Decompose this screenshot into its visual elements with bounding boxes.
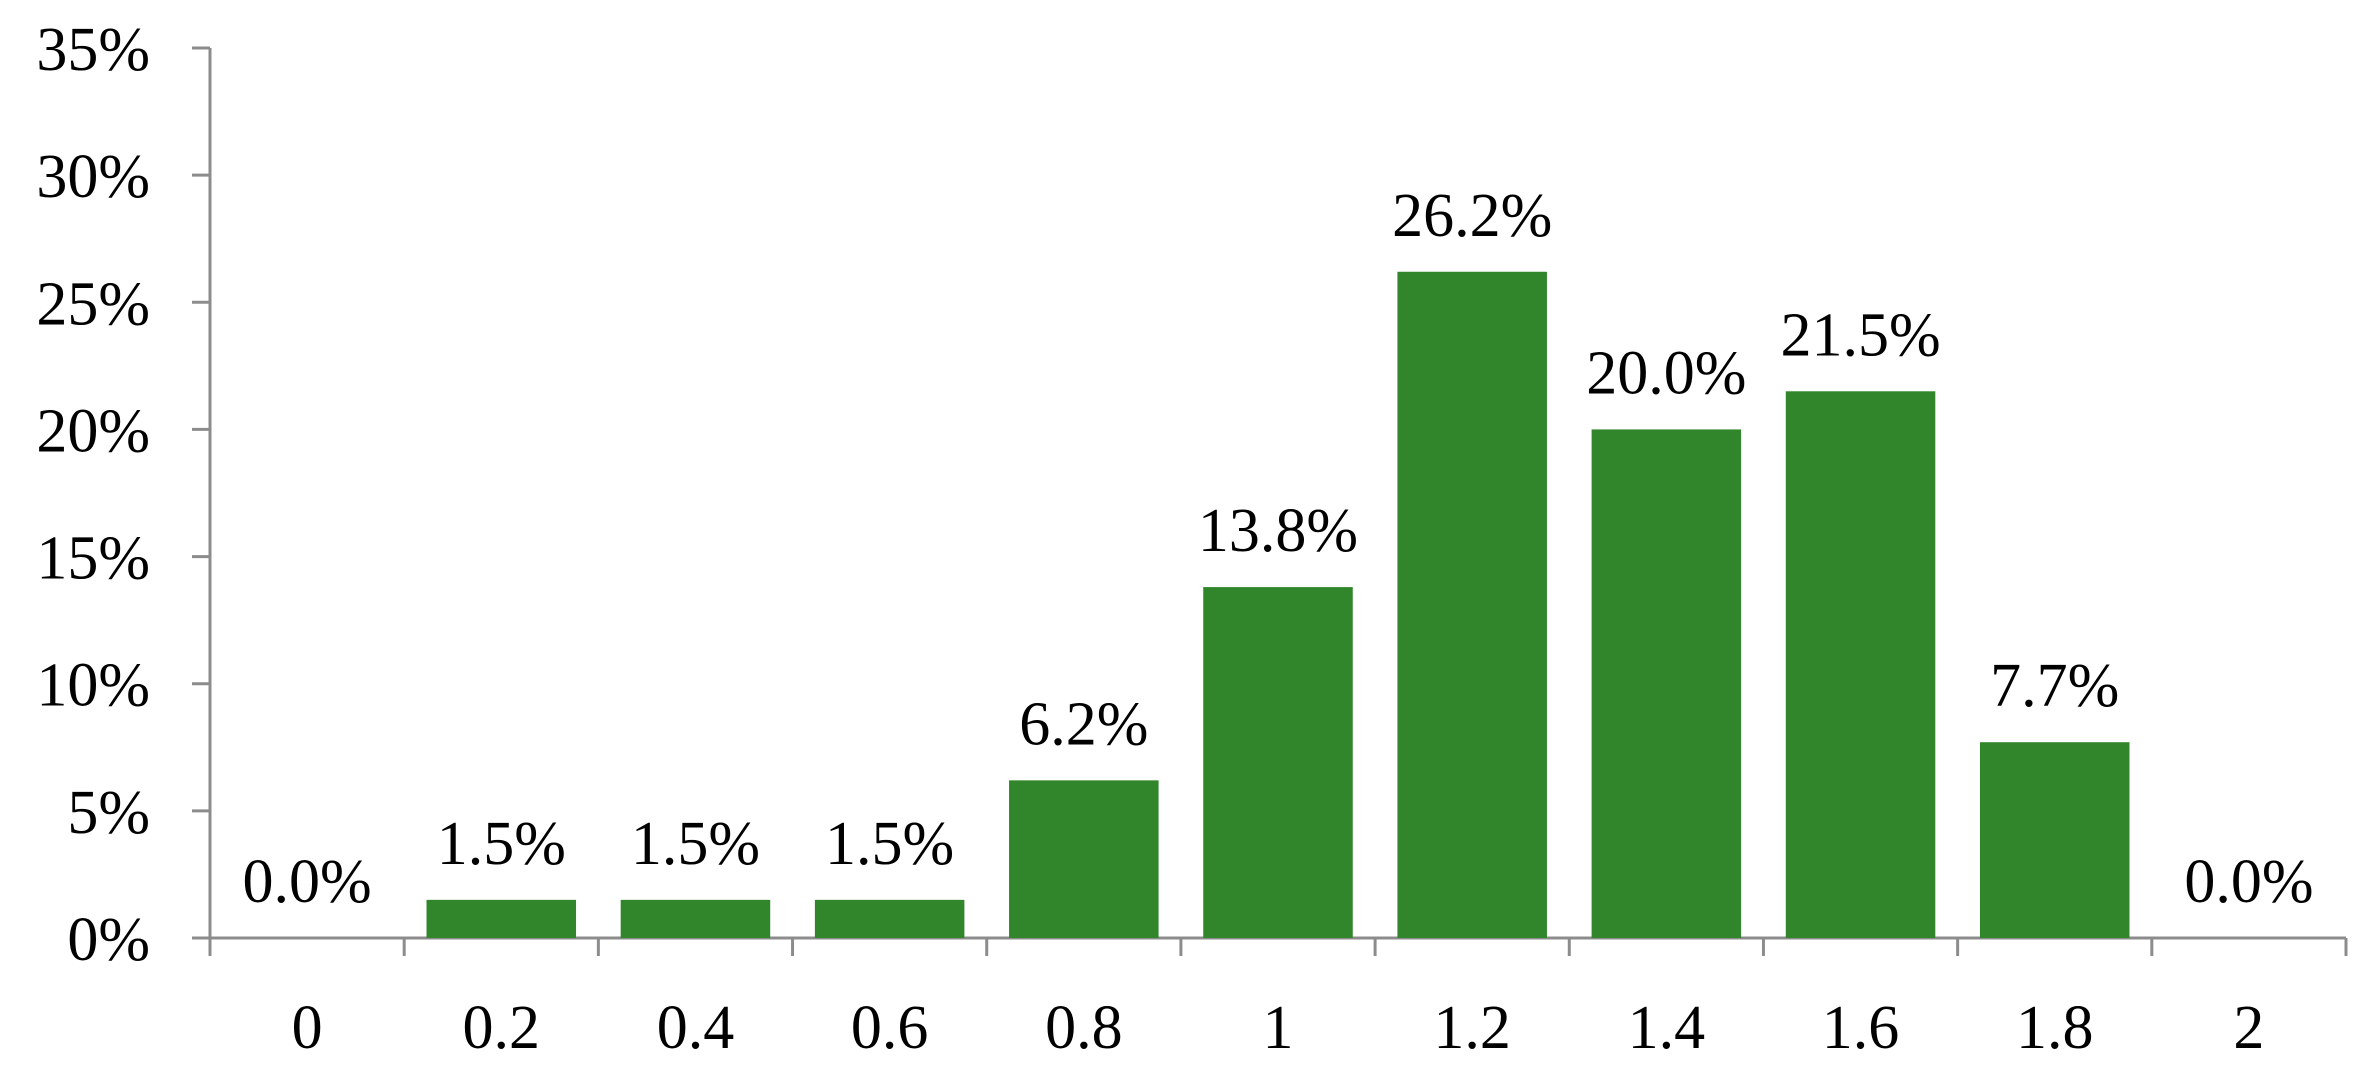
x-tick-label: 0.6	[851, 994, 929, 1062]
bar	[1009, 780, 1159, 938]
x-tick-label: 0.2	[463, 994, 541, 1062]
x-tick-label: 1.8	[2016, 994, 2094, 1062]
data-label: 1.5%	[437, 810, 566, 878]
y-tick-label: 0%	[67, 906, 150, 974]
data-label: 7.7%	[1990, 652, 2119, 720]
data-label: 13.8%	[1198, 497, 1358, 565]
x-tick-label: 1.6	[1822, 994, 1900, 1062]
data-label: 6.2%	[1019, 690, 1148, 758]
y-tick-label: 5%	[67, 779, 150, 847]
bar	[1979, 742, 2130, 938]
data-label: 1.5%	[631, 810, 760, 878]
y-tick-label: 25%	[36, 270, 150, 338]
x-tick-label: 1	[1263, 994, 1294, 1062]
x-tick-label: 0.8	[1045, 994, 1123, 1062]
x-tick-label: 1.2	[1433, 994, 1511, 1062]
data-labels: 0.0% 1.5% 1.5% 1.5% 6.2% 13.8% 26.2% 20.0% 21.5%…	[243, 182, 2314, 916]
y-tick-label: 20%	[36, 397, 150, 465]
x-tick-label: 1.4	[1628, 994, 1706, 1062]
bar	[620, 899, 771, 938]
y-tick-label: 10%	[36, 652, 150, 720]
y-tick-label: 30%	[36, 143, 150, 211]
y-tick-label: 35%	[36, 16, 150, 84]
bar	[1785, 391, 1936, 938]
bar	[1591, 429, 1742, 938]
bar	[814, 899, 965, 938]
data-label: 20.0%	[1586, 339, 1746, 407]
x-axis: 0 0.2 0.4 0.6 0.8 1 1.2 1.4 1.6 1.8 2	[208, 936, 2348, 1062]
bar	[1203, 587, 1353, 938]
data-label: 0.0%	[2184, 848, 2313, 916]
bar	[426, 899, 577, 938]
data-label: 1.5%	[825, 810, 954, 878]
x-tick-label: 0.4	[657, 994, 735, 1062]
x-tick-label: 2	[2233, 994, 2264, 1062]
y-axis: 0% 5% 10% 15% 20% 25% 30% 35%	[36, 16, 212, 974]
bars	[426, 271, 2130, 938]
y-tick-label: 15%	[36, 525, 150, 593]
data-label: 0.0%	[243, 848, 372, 916]
data-label: 26.2%	[1392, 182, 1552, 250]
x-tick-label: 0	[292, 994, 323, 1062]
bar	[1397, 271, 1547, 938]
data-label: 21.5%	[1780, 301, 1940, 369]
